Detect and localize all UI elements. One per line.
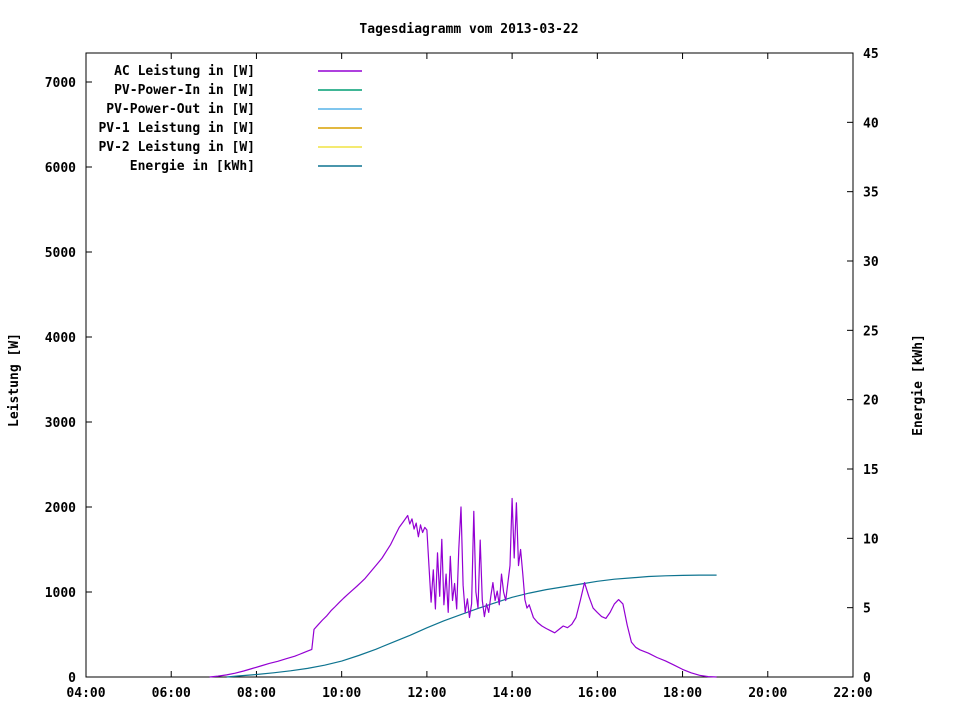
- legend-item: PV-2 Leistung in [W]: [98, 140, 362, 155]
- right-tick-label: 15: [863, 463, 879, 478]
- x-tick-label: 14:00: [493, 686, 532, 701]
- right-tick-label: 5: [863, 602, 871, 617]
- x-tick-label: 08:00: [237, 686, 276, 701]
- plot-area: 04:00 06:00 08:00 10:00 12:00 14:00 16:00 18:00…: [45, 47, 879, 701]
- right-tick-label: 35: [863, 186, 879, 201]
- x-tick-label: 10:00: [322, 686, 361, 701]
- x-tick-label: 16:00: [578, 686, 617, 701]
- right-axis-title: Energie [kWh]: [911, 334, 926, 436]
- right-tick-label: 0: [863, 671, 871, 686]
- plot-border: [85, 52, 854, 678]
- x-tick-label: 20:00: [748, 686, 787, 701]
- right-tick-label: 10: [863, 532, 879, 547]
- left-tick-label: 3000: [45, 416, 76, 431]
- left-tick-label: 4000: [45, 331, 76, 346]
- series-lines: [209, 497, 717, 678]
- x-tick-label: 22:00: [833, 686, 872, 701]
- legend-item: Energie in [kWh]: [130, 159, 362, 174]
- right-tick-label: 20: [863, 394, 879, 409]
- left-axis-title: Leistung [W]: [7, 333, 22, 427]
- legend-item: PV-Power-In in [W]: [114, 83, 362, 98]
- legend-label: Energie in [kWh]: [130, 159, 255, 174]
- left-tick-label: 7000: [45, 76, 76, 91]
- left-tick-label: 1000: [45, 586, 76, 601]
- series-line: [209, 497, 717, 678]
- left-tick-label: 6000: [45, 161, 76, 176]
- chart-title: Tagesdiagramm vom 2013-03-22: [359, 22, 578, 37]
- series-line: [226, 574, 717, 678]
- right-tick-label: 30: [863, 255, 879, 270]
- left-tick-label: 5000: [45, 246, 76, 261]
- left-tick-label: 0: [68, 671, 76, 686]
- legend-item: AC Leistung in [W]: [114, 64, 362, 79]
- legend-item: PV-1 Leistung in [W]: [98, 121, 362, 136]
- left-tick-label: 2000: [45, 501, 76, 516]
- x-tick-label: 18:00: [663, 686, 702, 701]
- right-tick-label: 45: [863, 47, 879, 62]
- legend-label: PV-Power-Out in [W]: [106, 102, 255, 117]
- legend-label: PV-Power-In in [W]: [114, 83, 255, 98]
- right-tick-label: 25: [863, 324, 879, 339]
- right-tick-label: 40: [863, 116, 879, 131]
- legend: AC Leistung in [W] PV-Power-In in [W] PV-P…: [98, 64, 362, 174]
- x-tick-label: 12:00: [407, 686, 446, 701]
- legend-label: PV-1 Leistung in [W]: [98, 121, 255, 136]
- x-tick-label: 04:00: [66, 686, 105, 701]
- legend-item: PV-Power-Out in [W]: [106, 102, 362, 117]
- legend-label: PV-2 Leistung in [W]: [98, 140, 255, 155]
- legend-label: AC Leistung in [W]: [114, 64, 255, 79]
- x-tick-label: 06:00: [152, 686, 191, 701]
